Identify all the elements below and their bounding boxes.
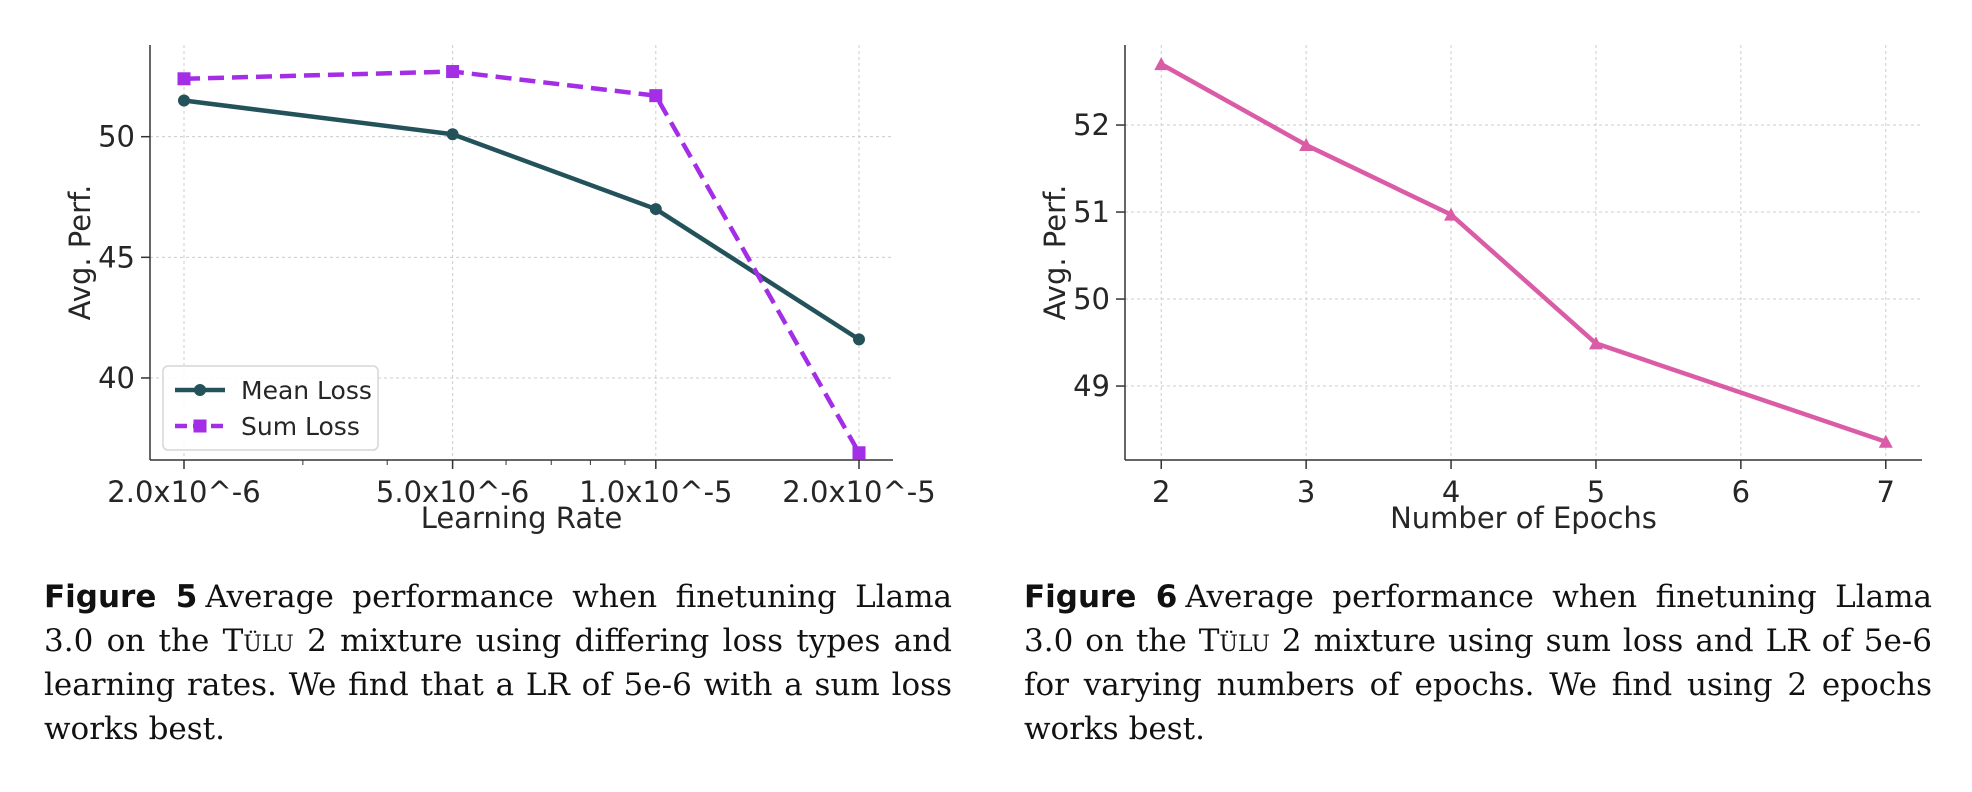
y-tick-label: 52 [1073,108,1110,142]
data-point-sum-loss [177,72,191,86]
y-tick-label: 50 [98,120,135,154]
series-line-epochs [1160,62,1887,444]
y-axis-label: Avg. Perf. [1038,185,1072,321]
figure-5-caption-text-2: 2 mixture using differing loss types and… [44,623,953,747]
data-point-epochs [1299,138,1314,152]
learning-rate-chart: 2.0x10^-6 5.0x10^-6 1.0x10^-5 2.0x10^-5 40 45… [63,45,936,535]
legend-label: Mean Loss [241,376,372,405]
x-tick-label: 3 [1297,475,1315,509]
figure-5-caption: Figure 5 Average performance when finetun… [44,575,952,751]
x-tick-label: 4 [1442,475,1460,509]
data-point-mean-loss [853,333,865,346]
figure-6-caption-text-2: 2 mixture using sum loss and LR of 5e-6 … [1024,623,1932,747]
legend: Mean Loss Sum Loss [162,365,379,451]
legend-label: Sum Loss [241,412,360,441]
data-point-sum-loss [852,446,866,460]
legend-box [162,365,379,451]
x-axis-label: Learning Rate [421,501,623,535]
y-axis-label: Avg. Perf. [63,185,97,321]
data-point-epochs [1154,57,1169,71]
y-tick-label: 49 [1073,369,1110,403]
y-tick-label: 50 [1073,282,1110,316]
series-line-sum-loss [183,69,861,454]
y-tick-label: 40 [98,361,135,395]
data-point-epochs [1878,434,1893,448]
x-tick-label: 7 [1877,475,1895,509]
figure-5-label: Figure 5 [44,579,198,615]
data-point-epochs [1444,207,1459,221]
x-tick-label: 5.0x10^-6 [376,475,529,509]
x-tick-label: 2 [1152,475,1170,509]
data-point-sum-loss [446,65,460,79]
epochs-chart: 2 3 4 5 6 7 49 50 51 52 Number of Epochs Avg. Perf. [1038,45,1922,535]
figure-charts: 2.0x10^-6 5.0x10^-6 1.0x10^-5 2.0x10^-54045… [63,45,1922,535]
data-point-mean-loss [446,128,459,141]
legend-swatch-marker [193,419,207,433]
figure-6-caption-text-1: Average performance when finetuning Llam… [1024,579,1932,659]
x-tick-label: 6 [1732,475,1750,509]
data-point-sum-loss [649,89,663,103]
figure-5-caption-text-1: Average performance when finetuning Llam… [44,579,952,659]
figure-5-dataset-name: Tülu [222,623,294,659]
x-tick-label: 2.0x10^-6 [107,475,260,509]
x-tick-label: 2.0x10^-5 [782,475,935,509]
y-tick-label: 51 [1073,195,1110,229]
figure-6-label: Figure 6 [1024,579,1178,615]
figure-6-dataset-name: Tülu [1198,623,1270,659]
y-tick-label: 45 [98,240,135,274]
x-tick-label: 5 [1587,475,1605,509]
x-tick-label: 1.0x10^-5 [579,475,732,509]
figure-6-caption: Figure 6 Average performance when finetun… [1024,575,1932,751]
data-point-mean-loss [649,203,662,216]
data-point-epochs [1588,336,1603,350]
data-point-mean-loss [178,94,190,107]
legend-swatch-marker [194,384,206,396]
x-axis-label: Number of Epochs [1390,501,1657,535]
